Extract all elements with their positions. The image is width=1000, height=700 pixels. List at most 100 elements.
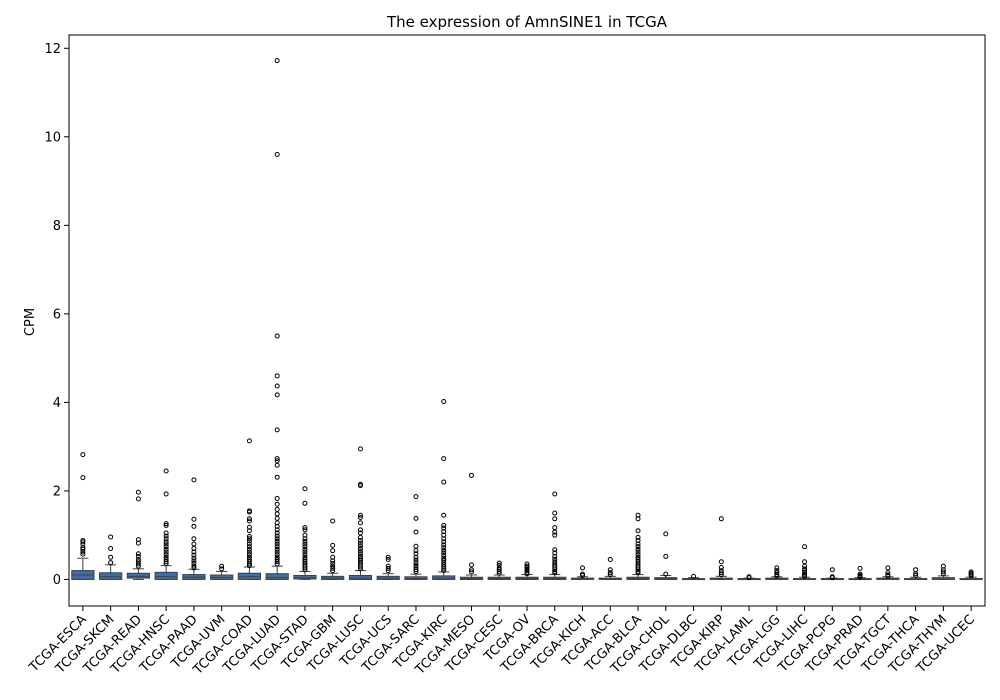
outlier-point — [385, 554, 391, 560]
box-group — [376, 554, 400, 580]
outlier-point — [524, 571, 530, 577]
outlier-point — [274, 474, 280, 480]
outlier-point — [607, 567, 613, 573]
outlier-point — [802, 544, 808, 550]
box — [265, 573, 289, 580]
outlier-point — [191, 523, 197, 529]
box-group — [709, 516, 733, 580]
outlier-point — [357, 566, 363, 572]
outlier-point — [885, 573, 891, 579]
outlier-point — [385, 568, 391, 574]
outlier-point — [885, 565, 891, 571]
outlier-point — [274, 427, 280, 433]
outlier-point — [968, 573, 974, 579]
outlier-point — [357, 545, 363, 551]
box — [154, 571, 178, 580]
outlier-point — [274, 527, 280, 533]
outlier-point — [413, 494, 419, 500]
box-group — [931, 563, 955, 580]
y-tick-label: 0 — [53, 573, 61, 588]
outlier-point — [496, 568, 502, 574]
outlier-point — [468, 472, 474, 478]
outlier-point — [441, 553, 447, 559]
box-group — [182, 477, 206, 580]
outlier-point — [191, 558, 197, 564]
outlier-point — [357, 564, 363, 570]
outlier-point — [274, 152, 280, 158]
box-group — [820, 567, 844, 581]
outlier-point — [330, 558, 336, 564]
outlier-point — [357, 483, 363, 489]
outlier-point — [802, 559, 808, 565]
box-group — [543, 491, 567, 580]
box-group — [459, 472, 484, 580]
outlier-point — [246, 549, 252, 555]
outlier-point — [635, 541, 641, 547]
outlier-point — [191, 552, 197, 558]
outlier-point — [163, 539, 169, 545]
outlier-point — [80, 452, 86, 458]
outlier-point — [357, 537, 363, 543]
outlier-point — [635, 528, 641, 534]
box-group — [321, 518, 345, 580]
outlier-point — [135, 561, 141, 567]
outlier-point — [413, 568, 419, 574]
outlier-point — [552, 532, 558, 538]
y-tick-label: 2 — [53, 484, 61, 499]
outlier-point — [135, 540, 141, 546]
outlier-point — [163, 546, 169, 552]
outlier-point — [635, 546, 641, 552]
outlier-point — [274, 544, 280, 550]
outlier-point — [663, 571, 669, 577]
outlier-point — [191, 555, 197, 561]
outlier-point — [135, 563, 141, 569]
outlier-point — [413, 548, 419, 554]
outlier-point — [885, 570, 891, 576]
outlier-point — [274, 536, 280, 542]
outlier-point — [413, 554, 419, 560]
outlier-point — [302, 536, 308, 542]
outlier-point — [246, 518, 252, 524]
outlier-point — [274, 58, 280, 64]
outlier-point — [635, 552, 641, 558]
outlier-point — [163, 561, 169, 567]
outlier-point — [413, 529, 419, 535]
outlier-point — [246, 516, 252, 522]
outlier-point — [246, 538, 252, 544]
outlier-point — [274, 507, 280, 513]
outlier-point — [246, 528, 252, 534]
box — [348, 574, 373, 580]
outlier-point — [774, 565, 780, 571]
outlier-point — [246, 546, 252, 552]
outlier-point — [302, 538, 308, 544]
outlier-point — [413, 515, 419, 521]
outlier-point — [580, 565, 586, 571]
outlier-point — [274, 541, 280, 547]
outlier-point — [635, 549, 641, 555]
outlier-point — [357, 543, 363, 549]
outlier-point — [80, 551, 86, 557]
outlier-point — [163, 521, 169, 527]
outlier-point — [357, 512, 363, 518]
outlier-point — [274, 549, 280, 555]
outlier-point — [691, 573, 697, 579]
outlier-point — [302, 552, 308, 558]
outlier-point — [913, 571, 919, 577]
box-group — [99, 534, 123, 580]
outlier-point — [552, 570, 558, 576]
outlier-point — [496, 560, 502, 566]
outlier-point — [913, 567, 919, 573]
outlier-point — [191, 516, 197, 522]
outlier-point — [163, 533, 169, 539]
outlier-point — [357, 534, 363, 540]
outlier-point — [441, 536, 447, 542]
outlier-point — [135, 496, 141, 502]
outlier-point — [135, 553, 141, 559]
outlier-point — [108, 554, 114, 560]
chart-title: The expression of AmnSINE1 in TCGA — [386, 13, 668, 31]
y-tick-label: 8 — [53, 219, 61, 234]
outlier-point — [607, 572, 613, 578]
box-group — [792, 544, 817, 581]
outlier-point — [163, 491, 169, 497]
outlier-point — [607, 570, 613, 576]
